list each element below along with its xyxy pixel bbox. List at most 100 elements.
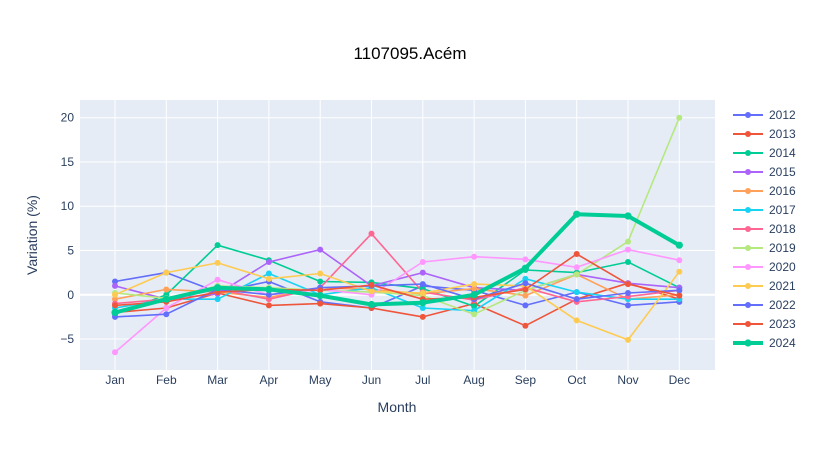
data-point-2022-Apr[interactable]	[265, 291, 272, 298]
data-point-2022-Nov[interactable]	[625, 289, 631, 296]
legend-item-2021[interactable]: 2021	[733, 279, 796, 293]
data-point-2024-Jun[interactable]	[367, 300, 376, 309]
data-point-2021-May[interactable]	[317, 270, 324, 277]
data-point-2024-Apr[interactable]	[265, 285, 273, 294]
legend-item-2017[interactable]: 2017	[733, 203, 796, 217]
data-point-2022-Dec[interactable]	[676, 287, 683, 294]
legend-item-2022[interactable]: 2022	[733, 298, 796, 312]
data-point-2024-Jan[interactable]	[111, 308, 119, 317]
legend-item-2019[interactable]: 2019	[733, 241, 796, 255]
x-tick-label: Jan	[105, 373, 124, 387]
data-point-2021-Feb[interactable]	[163, 269, 170, 276]
series-line-2023[interactable]	[114, 253, 681, 307]
data-point-2018-Apr[interactable]	[265, 296, 272, 303]
data-point-2020-Jul[interactable]	[419, 259, 426, 265]
legend-item-2016[interactable]: 2016	[733, 184, 796, 198]
series-line-2020[interactable]	[114, 248, 681, 354]
data-point-2023-Jun[interactable]	[368, 282, 375, 289]
data-point-2017-Apr[interactable]	[265, 270, 272, 277]
gridlines	[80, 100, 715, 370]
data-point-2021-Aug[interactable]	[471, 281, 478, 288]
data-point-2014-May[interactable]	[317, 278, 324, 285]
legend[interactable]: 2012 2013 2014 2015 2016 2017 2018 2019 2020 2021…	[733, 108, 796, 350]
data-point-2024-Jul[interactable]	[419, 299, 427, 307]
data-point-2016-Sep[interactable]	[522, 292, 529, 299]
data-point-2013-May[interactable]	[317, 300, 324, 307]
data-point-2021-Apr[interactable]	[265, 275, 272, 282]
data-point-2022-Jul[interactable]	[419, 281, 426, 288]
data-point-2018-Jun[interactable]	[368, 230, 375, 237]
data-point-2020-Mar[interactable]	[214, 276, 221, 283]
data-point-2024-Aug[interactable]	[470, 291, 478, 299]
data-point-2023-Nov[interactable]	[625, 281, 631, 288]
data-point-2022-Oct[interactable]	[573, 296, 580, 303]
data-point-2012-Sep[interactable]	[522, 302, 529, 309]
data-point-2023-Jan[interactable]	[112, 302, 118, 309]
data-point-2024-May[interactable]	[316, 292, 324, 300]
data-point-2024-Feb[interactable]	[162, 295, 170, 303]
legend-label: 2017	[769, 203, 796, 217]
legend-item-2012[interactable]: 2012	[733, 108, 796, 122]
data-point-2015-May[interactable]	[317, 246, 324, 253]
data-point-2024-Mar[interactable]	[214, 284, 222, 292]
legend-item-2023[interactable]: 2023	[733, 317, 796, 331]
data-point-2023-Oct[interactable]	[573, 251, 580, 258]
data-point-2021-Jul[interactable]	[419, 289, 426, 296]
data-point-2021-Nov[interactable]	[625, 336, 631, 343]
data-point-2021-Mar[interactable]	[214, 259, 221, 266]
data-point-2019-Nov[interactable]	[625, 238, 631, 245]
data-point-2019-Aug[interactable]	[471, 311, 478, 318]
data-point-2015-Jul[interactable]	[419, 269, 426, 276]
data-point-2020-Oct[interactable]	[573, 264, 580, 271]
data-point-2023-Sep[interactable]	[522, 286, 529, 293]
data-point-2016-Aug[interactable]	[471, 285, 478, 292]
data-point-2014-Aug[interactable]	[471, 303, 478, 310]
legend-item-2015[interactable]: 2015	[733, 165, 796, 179]
data-point-2017-Jul[interactable]	[419, 305, 426, 312]
data-point-2024-Sep[interactable]	[521, 264, 530, 272]
legend-item-2020[interactable]: 2020	[733, 260, 796, 274]
data-point-2020-Nov[interactable]	[625, 246, 631, 253]
data-point-2013-Jul[interactable]	[419, 313, 426, 320]
legend-swatch-marker	[745, 226, 751, 232]
data-point-2015-Apr[interactable]	[265, 259, 272, 265]
data-point-2020-Aug[interactable]	[471, 253, 478, 260]
legend-item-2013[interactable]: 2013	[733, 127, 796, 141]
data-point-2012-Nov[interactable]	[625, 302, 631, 309]
data-point-2024-Oct[interactable]	[573, 210, 581, 218]
data-point-2024-Nov[interactable]	[624, 212, 632, 220]
data-point-2023-Dec[interactable]	[676, 292, 683, 299]
data-point-2016-Jan[interactable]	[112, 296, 118, 303]
data-point-2022-Sep[interactable]	[522, 280, 529, 287]
data-point-2022-Feb[interactable]	[163, 311, 170, 318]
data-point-2024-Dec[interactable]	[675, 241, 683, 249]
data-point-2020-Sep[interactable]	[522, 256, 529, 263]
data-point-2015-Jan[interactable]	[112, 282, 118, 289]
data-point-2013-Sep[interactable]	[522, 322, 529, 329]
data-point-2017-Sep[interactable]	[522, 275, 529, 282]
data-point-2020-Feb[interactable]	[163, 305, 170, 312]
legend-item-2018[interactable]: 2018	[733, 222, 796, 236]
data-point-2016-Feb[interactable]	[163, 286, 170, 293]
series-line-2017[interactable]	[114, 272, 681, 312]
series-line-2024[interactable]	[113, 212, 682, 315]
x-tick-label: Feb	[156, 373, 177, 387]
legend-item-2024[interactable]: 2024	[733, 336, 796, 350]
data-point-2021-Oct[interactable]	[573, 317, 580, 324]
data-point-2020-Jan[interactable]	[112, 349, 118, 356]
data-point-2021-Dec[interactable]	[676, 268, 683, 275]
data-point-2021-Jan[interactable]	[112, 291, 118, 298]
data-point-2023-May[interactable]	[317, 287, 324, 294]
data-point-2012-Jan[interactable]	[112, 278, 118, 285]
legend-item-2014[interactable]: 2014	[733, 146, 796, 160]
data-point-2014-Nov[interactable]	[625, 259, 631, 265]
data-point-2021-Jun[interactable]	[368, 288, 375, 295]
data-point-2013-Apr[interactable]	[265, 302, 272, 309]
data-point-2019-Dec[interactable]	[676, 114, 683, 121]
data-point-2014-Mar[interactable]	[214, 242, 221, 249]
data-point-2019-Oct[interactable]	[573, 271, 580, 278]
data-point-2017-Mar[interactable]	[214, 296, 221, 303]
data-point-2020-Dec[interactable]	[676, 257, 683, 264]
data-point-2017-Oct[interactable]	[573, 289, 580, 296]
